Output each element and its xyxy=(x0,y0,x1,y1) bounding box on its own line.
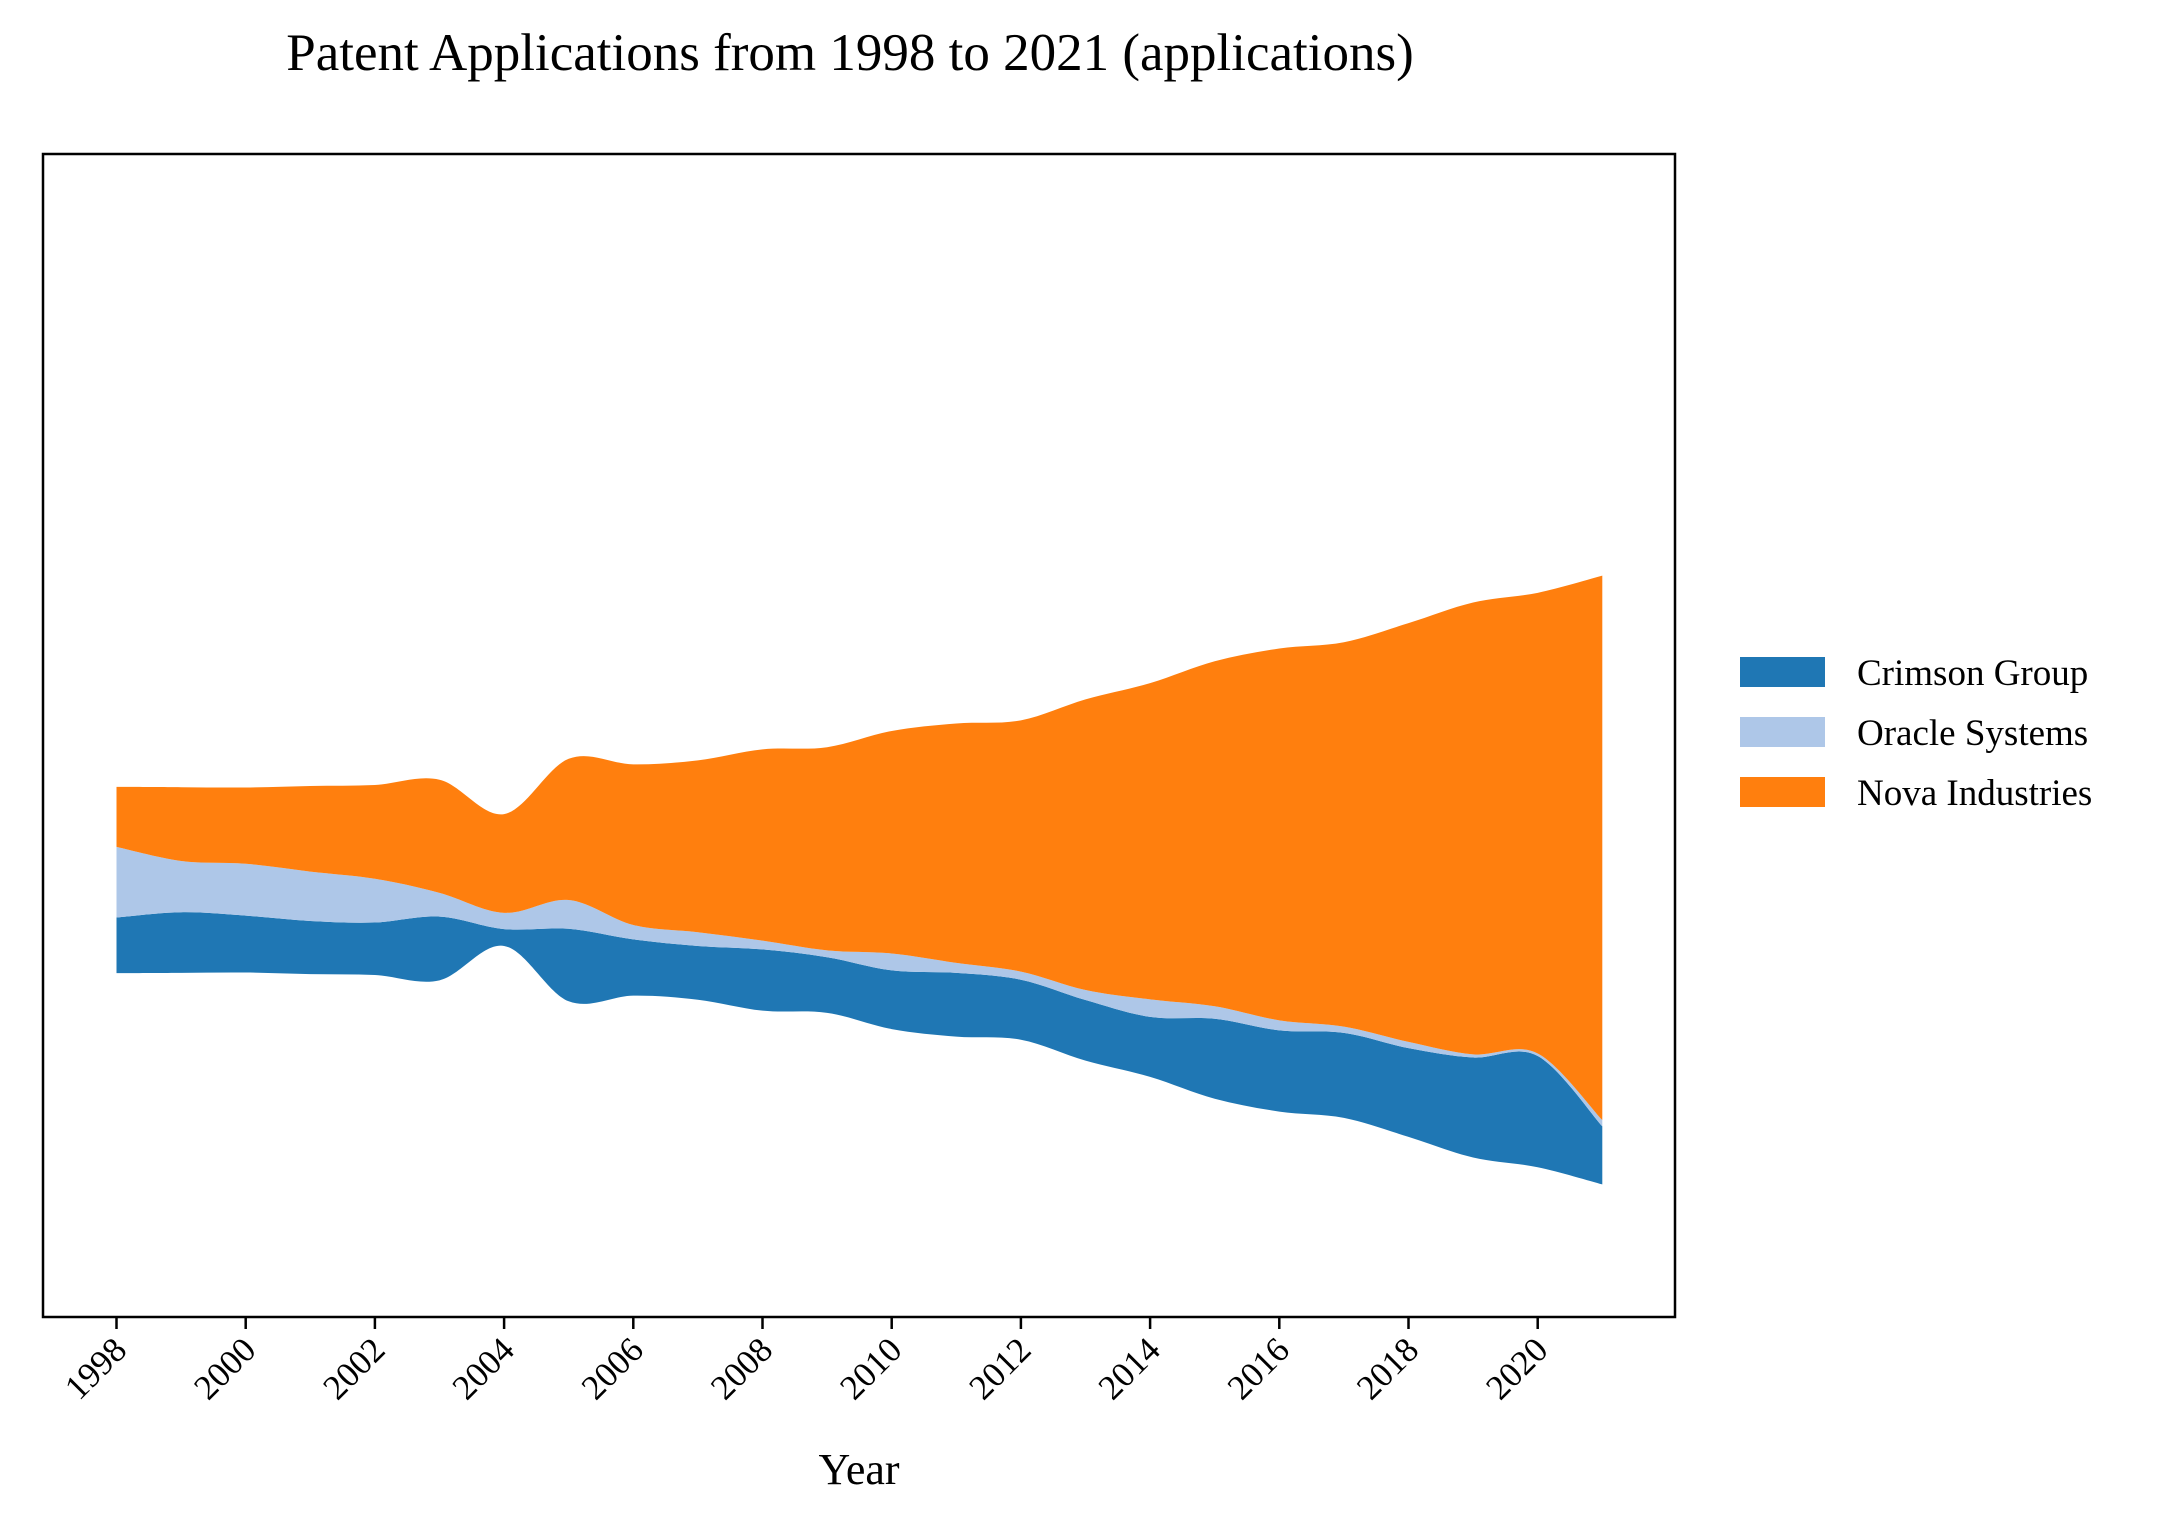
legend-swatch xyxy=(1740,777,1825,807)
x-tick-label: 2000 xyxy=(186,1330,263,1407)
plot-frame xyxy=(41,152,1677,1319)
x-tick-label: 2012 xyxy=(961,1330,1038,1407)
x-tick-label: 2014 xyxy=(1091,1330,1168,1407)
x-axis-label: Year xyxy=(818,1445,899,1494)
stream-crimson-group xyxy=(116,912,1603,1185)
stream-oracle-systems xyxy=(116,846,1603,1127)
legend-label: Oracle Systems xyxy=(1857,713,2088,754)
x-tick-label: 2010 xyxy=(832,1330,909,1407)
x-tick-label: 2002 xyxy=(315,1330,392,1407)
x-axis-ticks: 1998 2000 2002 2004 2006 2008 2010 2012 2014 2016… xyxy=(57,1317,1555,1407)
legend-label: Crimson Group xyxy=(1857,653,2088,694)
x-tick-label: 2004 xyxy=(445,1330,522,1407)
x-tick-label: 2020 xyxy=(1478,1330,1555,1407)
x-tick-label: 2016 xyxy=(1220,1330,1297,1407)
legend-swatch xyxy=(1740,717,1825,747)
stream-nova-industries xyxy=(116,575,1603,1120)
chart-title: Patent Applications from 1998 to 2021 (a… xyxy=(286,24,1414,82)
legend-swatch xyxy=(1740,657,1825,687)
stream-layers xyxy=(116,575,1603,1185)
x-tick-label: 2018 xyxy=(1349,1330,1426,1407)
x-tick-label: 2006 xyxy=(574,1330,651,1407)
legend-label: Nova Industries xyxy=(1857,773,2092,814)
x-tick-label: 1998 xyxy=(57,1330,134,1407)
x-tick-label: 2008 xyxy=(703,1330,780,1407)
legend: Crimson Group Oracle Systems Nova Industri… xyxy=(1740,653,2092,814)
